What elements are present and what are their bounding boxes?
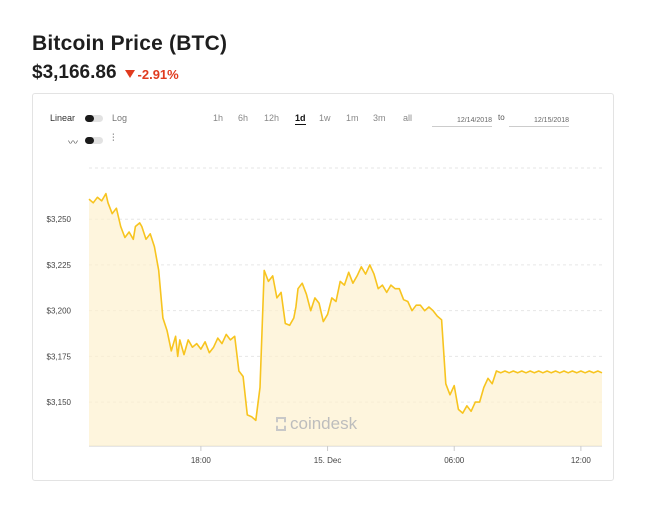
range-button-12h[interactable]: 12h <box>264 113 280 123</box>
range-button-1h[interactable]: 1h <box>213 113 224 123</box>
range-button-6h[interactable]: 6h <box>238 113 249 123</box>
scale-toggle-knob <box>85 115 94 122</box>
date-from-input[interactable] <box>432 114 492 127</box>
candlestick-icon: ⫶ <box>112 133 115 144</box>
price-row: $3,166.86 -2.91% <box>32 62 179 84</box>
series-area <box>89 193 602 446</box>
price-change-badge: -2.91% <box>124 66 179 82</box>
coindesk-logo-icon <box>276 417 286 431</box>
current-price: $3,166.86 <box>32 62 117 83</box>
watermark-text: coindesk <box>290 414 358 433</box>
range-button-1w[interactable]: 1w <box>319 113 331 123</box>
chart-type-toggle[interactable] <box>85 137 103 144</box>
line-chart-icon: 〰 <box>68 138 78 149</box>
range-button-all[interactable]: all <box>403 113 413 123</box>
price-change-value: -2.91% <box>137 66 179 82</box>
scale-toggle[interactable] <box>85 115 103 122</box>
range-button-1d[interactable]: 1d <box>295 113 306 125</box>
y-tick-label: $3,150 <box>47 398 72 407</box>
log-label: Log <box>112 113 128 123</box>
y-tick-label: $3,250 <box>47 215 72 224</box>
range-button-1m[interactable]: 1m <box>346 113 359 123</box>
date-to-input[interactable] <box>509 114 569 127</box>
linear-label: Linear <box>50 113 76 123</box>
chart-type-toggle-knob <box>85 137 94 144</box>
series-line <box>88 192 603 422</box>
x-tick-label: 06:00 <box>444 456 465 465</box>
y-tick-label: $3,175 <box>47 352 72 361</box>
to-label: to <box>498 113 505 122</box>
down-arrow-icon <box>124 70 135 78</box>
y-tick-label: $3,225 <box>47 261 72 270</box>
x-tick-label: 15. Dec <box>314 456 342 465</box>
x-tick-label: 18:00 <box>191 456 212 465</box>
x-tick-label: 12:00 <box>571 456 592 465</box>
y-tick-label: $3,200 <box>47 307 72 316</box>
page-title: Bitcoin Price (BTC) <box>32 32 228 55</box>
range-button-3m[interactable]: 3m <box>373 113 386 123</box>
coindesk-watermark: coindesk <box>276 414 357 434</box>
